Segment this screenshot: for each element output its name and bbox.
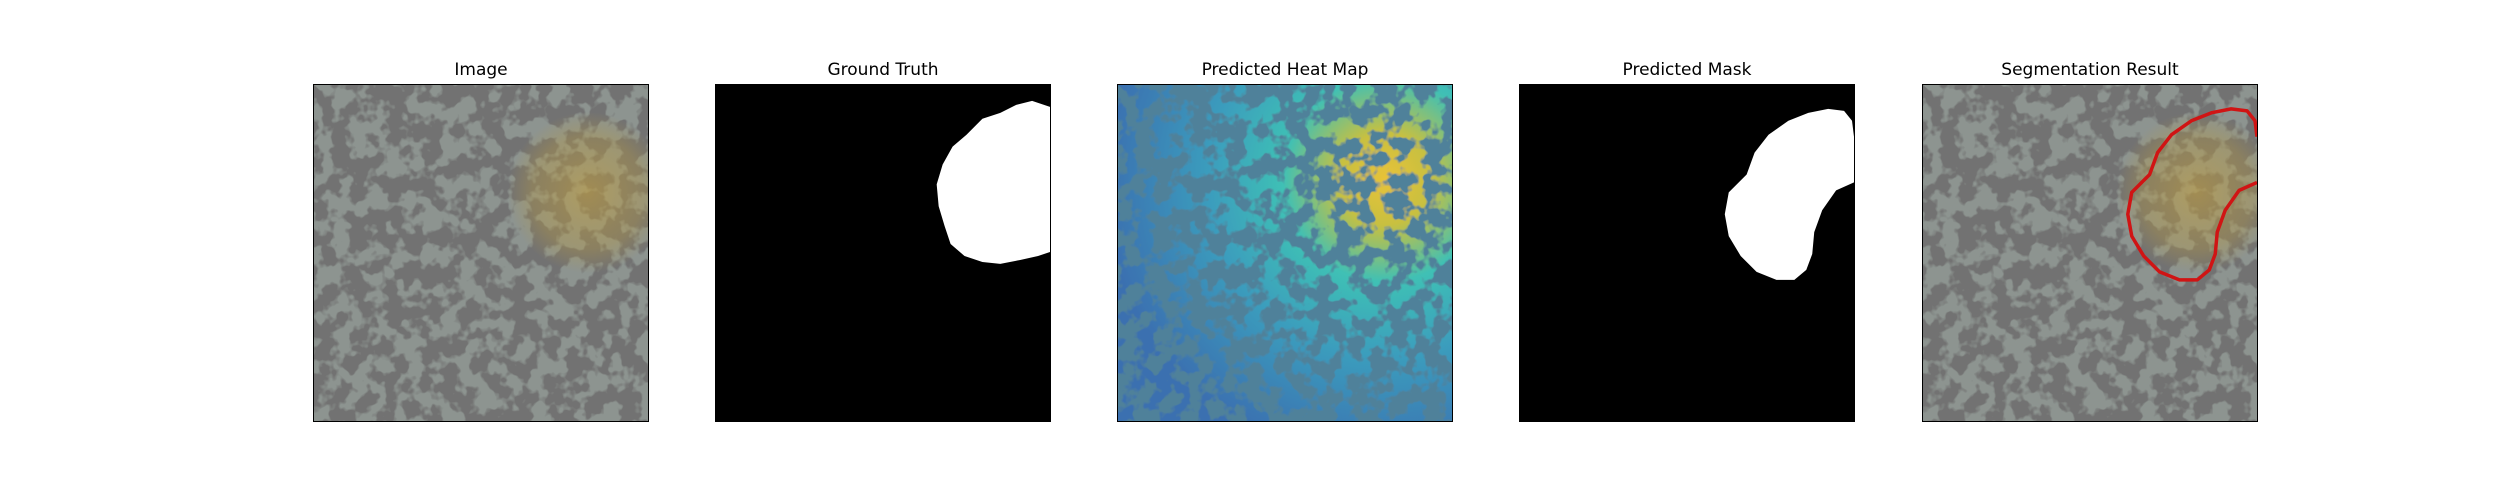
segmentation-contour	[2126, 107, 2257, 282]
heatmap-panel	[1117, 84, 1453, 422]
predicted-mask	[1520, 85, 1854, 421]
panel-title-ground-truth: Ground Truth	[827, 60, 939, 80]
predicted-region	[1724, 108, 1854, 280]
predicted-heatmap	[1118, 85, 1452, 421]
panel-title-predicted-mask: Predicted Mask	[1622, 60, 1752, 80]
segmentation-result	[1923, 85, 2257, 421]
ground-truth-panel	[715, 84, 1051, 422]
ground-truth-region	[936, 100, 1050, 264]
ground-truth-mask	[716, 85, 1050, 421]
panel-title-heatmap: Predicted Heat Map	[1201, 60, 1369, 80]
input-image-panel	[313, 84, 649, 422]
predicted-mask-panel	[1519, 84, 1855, 422]
segmentation-panel	[1922, 84, 2258, 422]
panel-title-segmentation: Segmentation Result	[2001, 60, 2179, 80]
input-image	[314, 85, 648, 421]
panel-title-image: Image	[454, 60, 508, 80]
